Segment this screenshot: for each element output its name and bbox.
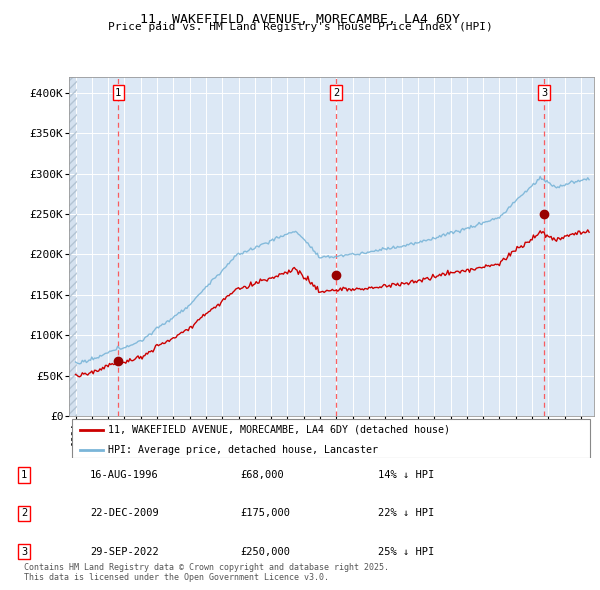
Text: 2: 2	[333, 88, 339, 98]
FancyBboxPatch shape	[71, 419, 590, 458]
Text: 14% ↓ HPI: 14% ↓ HPI	[378, 470, 434, 480]
Text: £68,000: £68,000	[240, 470, 284, 480]
Text: 1: 1	[115, 88, 121, 98]
Text: £250,000: £250,000	[240, 547, 290, 556]
Text: 22-DEC-2009: 22-DEC-2009	[90, 509, 159, 518]
Text: 22% ↓ HPI: 22% ↓ HPI	[378, 509, 434, 518]
Text: HPI: Average price, detached house, Lancaster: HPI: Average price, detached house, Lanc…	[109, 445, 379, 455]
Text: 16-AUG-1996: 16-AUG-1996	[90, 470, 159, 480]
Text: 2: 2	[21, 509, 27, 518]
Text: 25% ↓ HPI: 25% ↓ HPI	[378, 547, 434, 556]
Text: £175,000: £175,000	[240, 509, 290, 518]
Text: Contains HM Land Registry data © Crown copyright and database right 2025.
This d: Contains HM Land Registry data © Crown c…	[24, 563, 389, 582]
Text: 3: 3	[21, 547, 27, 556]
Text: 1: 1	[21, 470, 27, 480]
Text: Price paid vs. HM Land Registry's House Price Index (HPI): Price paid vs. HM Land Registry's House …	[107, 22, 493, 32]
Text: 11, WAKEFIELD AVENUE, MORECAMBE, LA4 6DY: 11, WAKEFIELD AVENUE, MORECAMBE, LA4 6DY	[140, 13, 460, 26]
Text: 11, WAKEFIELD AVENUE, MORECAMBE, LA4 6DY (detached house): 11, WAKEFIELD AVENUE, MORECAMBE, LA4 6DY…	[109, 425, 451, 435]
Text: 3: 3	[541, 88, 547, 98]
Text: 29-SEP-2022: 29-SEP-2022	[90, 547, 159, 556]
